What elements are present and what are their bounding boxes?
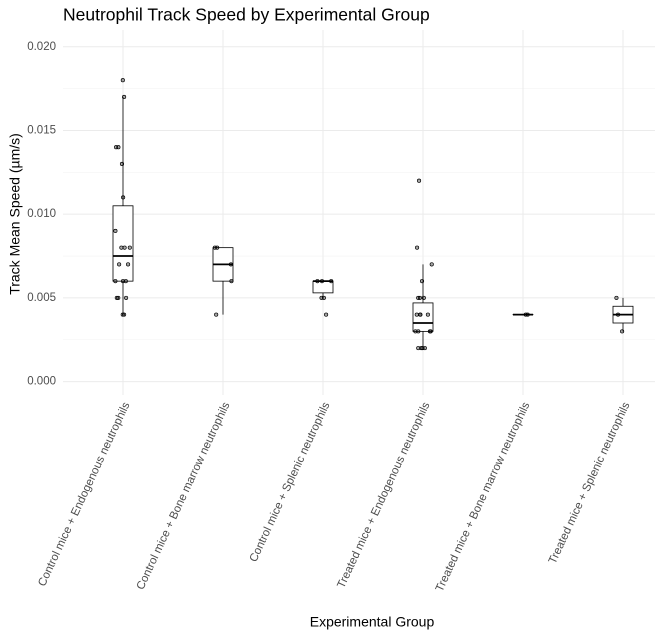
- point: [523, 312, 528, 317]
- point: [119, 161, 125, 166]
- y-tick-label: 0.020: [27, 41, 56, 53]
- point: [229, 279, 234, 284]
- point: [315, 279, 320, 284]
- point: [228, 262, 233, 267]
- point: [620, 329, 625, 334]
- x-tick-label: Control mice + Endogenous neutrophils: [36, 400, 132, 588]
- point: [120, 312, 125, 317]
- x-tick-label: Treated mice + Splenic neutrophils: [547, 400, 633, 566]
- point: [121, 195, 126, 200]
- x-tick-label: Control mice + Bone marrow neutrophils: [135, 400, 233, 592]
- point: [413, 329, 418, 334]
- point: [119, 245, 124, 250]
- point: [427, 329, 432, 334]
- x-tick-label: Treated mice + Bone marrow neutrophils: [434, 400, 533, 593]
- y-axis-title: Track Mean Speed (µm/s): [7, 133, 23, 295]
- point: [615, 312, 621, 317]
- point: [416, 346, 421, 351]
- y-tick-label: 0.005: [27, 292, 56, 304]
- point: [422, 346, 427, 351]
- point: [417, 178, 422, 183]
- point: [122, 312, 127, 317]
- point: [429, 262, 434, 267]
- x-tick-label: Treated mice + Endogenous neutrophils: [335, 400, 432, 590]
- y-tick-label: 0.010: [27, 208, 56, 220]
- point: [117, 262, 122, 267]
- chart-title: Neutrophil Track Speed by Experimental G…: [63, 5, 430, 25]
- point: [113, 228, 118, 233]
- point: [126, 262, 131, 267]
- y-tick-label: 0.000: [27, 376, 56, 388]
- y-tick-label: 0.015: [27, 124, 56, 136]
- point: [214, 312, 219, 317]
- point: [321, 295, 326, 300]
- point: [418, 312, 423, 317]
- point: [120, 78, 125, 83]
- point: [114, 295, 119, 300]
- point: [329, 279, 334, 284]
- point: [414, 312, 419, 317]
- point: [425, 312, 430, 317]
- point: [319, 279, 325, 284]
- x-tick-label: Control mice + Splenic neutrophils: [248, 400, 333, 564]
- point: [324, 312, 329, 317]
- point: [116, 145, 121, 150]
- point: [124, 295, 129, 300]
- point: [123, 279, 128, 284]
- point: [614, 295, 619, 300]
- point: [415, 245, 420, 250]
- point: [419, 279, 425, 284]
- point: [120, 279, 126, 284]
- box: [112, 205, 134, 282]
- point: [122, 94, 127, 100]
- point: [417, 295, 422, 300]
- x-axis-title: Experimental Group: [310, 614, 435, 630]
- point: [212, 245, 217, 250]
- point: [421, 295, 426, 300]
- point: [113, 279, 118, 284]
- point: [127, 245, 132, 250]
- point: [419, 346, 424, 351]
- point: [416, 329, 421, 334]
- box: [412, 302, 434, 332]
